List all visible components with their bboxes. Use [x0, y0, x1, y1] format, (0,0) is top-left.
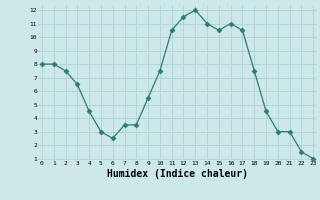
- X-axis label: Humidex (Indice chaleur): Humidex (Indice chaleur): [107, 169, 248, 179]
